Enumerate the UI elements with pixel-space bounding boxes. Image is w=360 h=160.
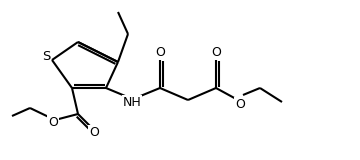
Text: NH: NH [123,96,141,108]
Text: O: O [155,45,165,59]
Text: O: O [89,125,99,139]
Text: S: S [42,49,50,63]
Text: O: O [235,97,245,111]
Text: O: O [211,45,221,59]
Text: O: O [48,116,58,128]
